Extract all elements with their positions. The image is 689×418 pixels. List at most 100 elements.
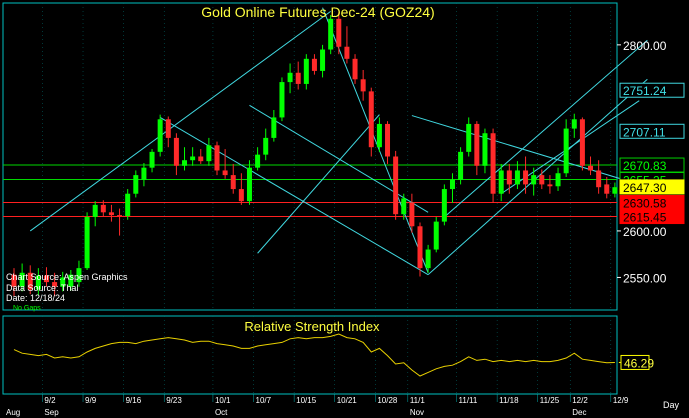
candle	[523, 156, 529, 194]
channel-line	[427, 78, 648, 276]
candle	[588, 156, 594, 176]
candle-body	[409, 203, 415, 227]
candle-body	[173, 137, 179, 166]
x-week-label: 11/11	[459, 396, 478, 405]
candle	[303, 54, 309, 90]
candle-body	[303, 58, 309, 84]
level-badge-label: 2615.45	[623, 211, 667, 225]
candle	[433, 216, 439, 253]
source-annotation: Chart Source: Aspen Graphics	[6, 272, 128, 282]
candle	[328, 15, 334, 55]
candle-body	[514, 170, 520, 185]
candle-body	[417, 226, 423, 269]
candle	[490, 128, 496, 204]
candle	[198, 149, 204, 164]
level-badge-label: 2647.30	[623, 181, 667, 195]
channel-line	[29, 10, 331, 232]
candle-body	[84, 216, 90, 269]
candle-body	[117, 215, 123, 217]
candle-body	[125, 193, 131, 217]
candle	[19, 263, 25, 292]
candle-body	[376, 123, 382, 148]
candle	[222, 149, 228, 179]
price-panel-frame	[2, 2, 618, 311]
candle	[182, 147, 188, 171]
candle	[425, 244, 431, 273]
candle	[555, 167, 561, 191]
candle-body	[165, 119, 171, 138]
x-month-label: Sep	[44, 408, 59, 417]
candle-body	[287, 72, 293, 83]
candle-body	[596, 170, 602, 188]
level-badge: 2707.11	[619, 123, 685, 139]
candle	[141, 163, 147, 187]
candle	[539, 169, 545, 190]
candle	[514, 161, 520, 190]
candle	[596, 160, 602, 194]
candle-body	[35, 275, 41, 290]
x-week-label: 11/1	[410, 396, 426, 405]
candle-body	[425, 249, 431, 269]
grid-layer	[42, 3, 612, 394]
channel-lines-layer	[29, 7, 648, 276]
candle-body	[433, 221, 439, 250]
candle	[230, 163, 236, 194]
candle-body	[320, 49, 326, 71]
candle-body	[490, 133, 496, 194]
x-month-label: Nov	[410, 408, 424, 417]
x-axis-labels: 9/2 9/9 9/16 9/23 10/1 10/7 10/15 10/21 10/28 11/…	[6, 394, 629, 417]
candle-body	[393, 156, 399, 215]
candle-body	[360, 79, 366, 92]
candle	[190, 147, 196, 166]
candle-body	[108, 212, 114, 216]
y-tick-label: 2550.00	[623, 271, 667, 285]
candle-body	[612, 187, 618, 194]
candle	[401, 193, 407, 220]
candle-body	[474, 123, 480, 166]
y-axis-labels: 2550.00 2600.00 2800.00 2751.24 2707.11 2670.…	[617, 39, 685, 285]
candle-body	[149, 151, 155, 168]
channel-line	[257, 114, 380, 254]
candle-body	[52, 282, 58, 287]
candle-body	[279, 82, 285, 118]
rsi-title: Relative Strength Index	[244, 319, 380, 334]
candle-body	[344, 46, 350, 59]
candle-body	[441, 189, 447, 222]
level-badge: 2670.83	[619, 157, 685, 173]
candle-body	[157, 119, 163, 152]
candle	[393, 150, 399, 220]
candle	[279, 77, 285, 122]
candle	[531, 167, 537, 196]
candle-body	[263, 137, 269, 155]
candle-body	[60, 277, 66, 287]
x-week-label: 10/1	[215, 396, 231, 405]
x-week-label: 10/21	[337, 396, 358, 405]
candle-body	[482, 133, 488, 166]
candle-body	[588, 165, 594, 171]
candle-body	[230, 175, 236, 190]
candle	[352, 54, 358, 84]
candle	[206, 137, 212, 166]
channel-line	[444, 39, 648, 218]
candle-body	[531, 175, 537, 185]
data-source-annotation: Data Source: Thal	[6, 283, 78, 293]
candle-body	[141, 167, 147, 180]
no-gaps-annotation: No Gaps	[13, 305, 41, 312]
candle	[84, 212, 90, 270]
candle-body	[100, 204, 106, 213]
candle-body	[43, 275, 49, 283]
date-annotation: Date: 12/18/24	[6, 293, 65, 303]
candle	[52, 272, 58, 297]
level-badge-label: 2751.24	[623, 84, 667, 98]
candle-body	[336, 18, 342, 47]
candle-body	[498, 170, 504, 194]
candle	[165, 116, 171, 148]
level-lines-layer	[3, 164, 617, 218]
candle-body	[19, 272, 25, 287]
candle	[368, 87, 374, 157]
level-badge: 2615.45	[619, 209, 685, 225]
candle	[547, 175, 553, 194]
candle-body	[182, 160, 188, 166]
candle	[612, 182, 618, 198]
